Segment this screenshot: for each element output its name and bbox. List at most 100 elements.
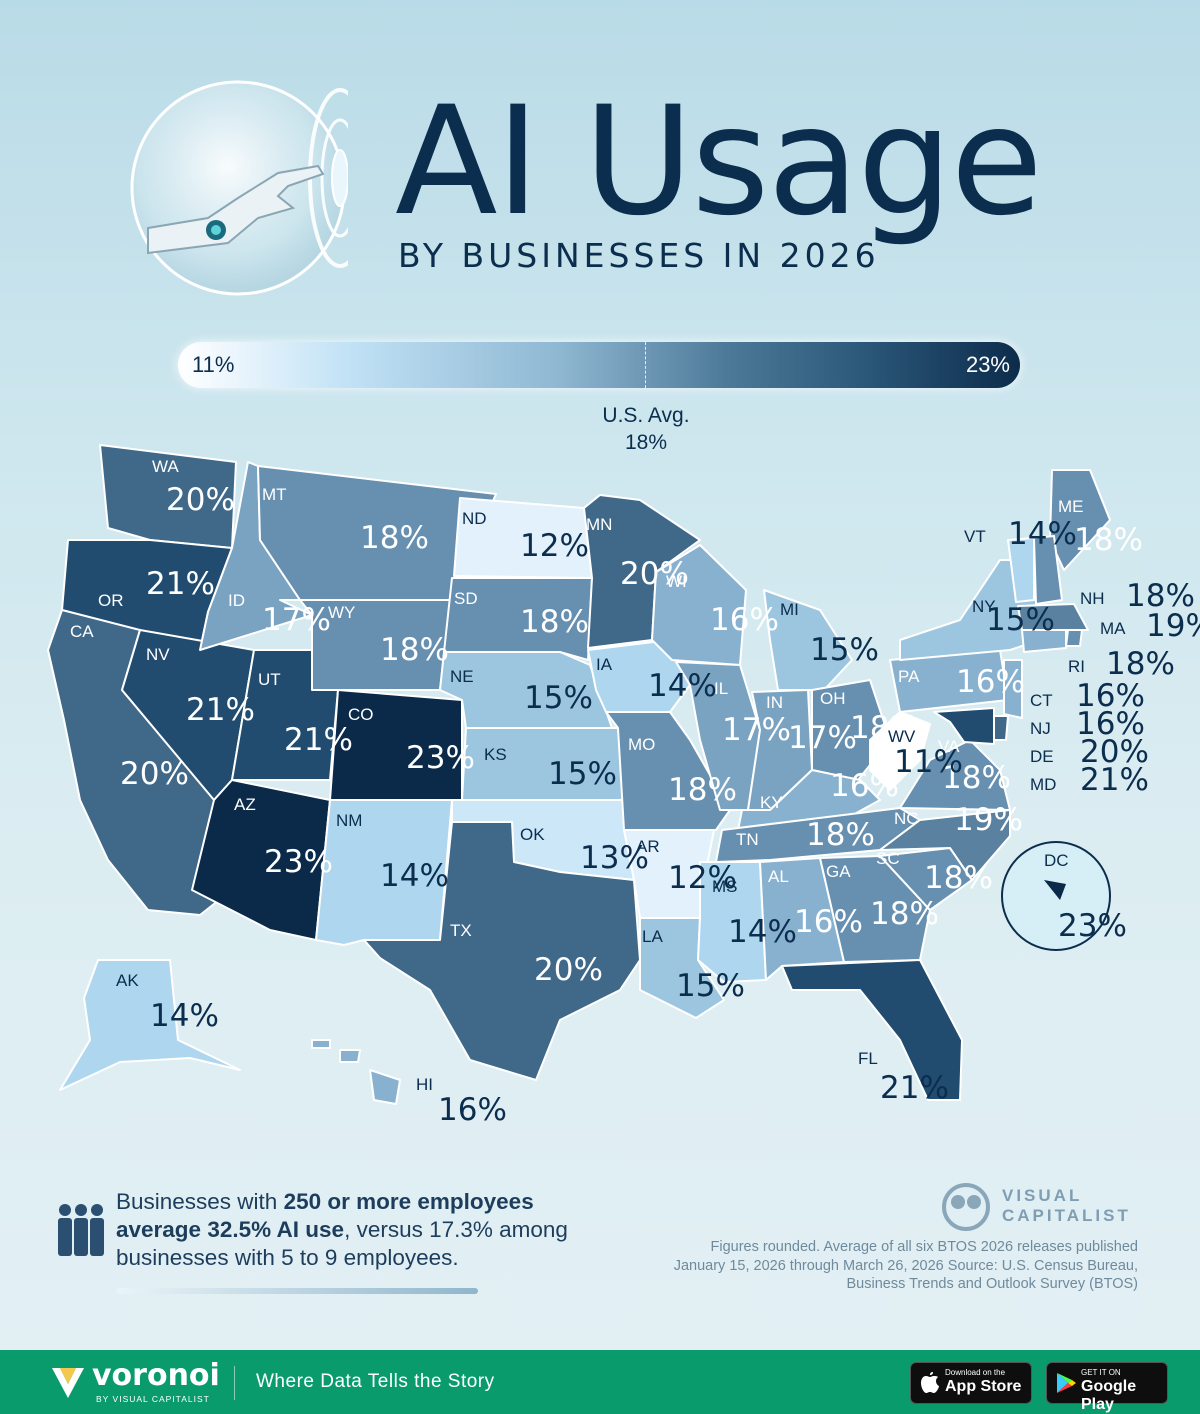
note-bold: 250 or more employees average 32.5% AI u…: [116, 1189, 534, 1242]
state-value-id: 17%: [262, 602, 331, 638]
state-value-ak: 14%: [150, 998, 219, 1034]
state-shape-ma[interactable]: [1017, 603, 1089, 631]
state-shape-ga[interactable]: [819, 855, 931, 963]
state-value-wv: 11%: [894, 744, 963, 780]
visual-capitalist-wordmark: VISUAL CAPITALIST: [1002, 1186, 1131, 1226]
state-code-ky: KY: [760, 793, 783, 812]
state-shape-tx[interactable]: [363, 821, 641, 1081]
state-value-va: 18%: [942, 760, 1011, 796]
state-value-wy: 18%: [380, 632, 449, 668]
people-icon: [58, 1204, 104, 1256]
state-shape-sd[interactable]: [443, 577, 593, 661]
state-shape-vt[interactable]: [1007, 537, 1035, 603]
state-code-hi: HI: [416, 1075, 433, 1094]
state-code-mi: MI: [780, 600, 799, 619]
state-code-sc: SC: [876, 849, 900, 868]
state-value-ok: 13%: [580, 840, 649, 876]
state-value-ga: 18%: [870, 896, 939, 932]
state-code-az: AZ: [234, 795, 256, 814]
state-code-ma: MA: [1100, 619, 1126, 638]
state-shape-md[interactable]: [933, 707, 995, 745]
legend-min-label: 11%: [192, 352, 235, 377]
state-code-ri: RI: [1068, 657, 1085, 676]
state-code-vt: VT: [964, 527, 986, 546]
state-value-la: 15%: [676, 968, 745, 1004]
state-code-nj: NJ: [1030, 719, 1051, 738]
state-value-tx: 20%: [534, 952, 603, 988]
state-value-me: 18%: [1074, 522, 1143, 558]
state-code-ut: UT: [258, 670, 281, 689]
state-shape-nj[interactable]: [1003, 659, 1023, 719]
state-code-mt: MT: [262, 485, 287, 504]
state-shape-hi[interactable]: [311, 1039, 401, 1105]
state-value-ri: 18%: [1106, 646, 1175, 682]
state-code-va: VA: [938, 737, 960, 756]
voronoi-logo-icon[interactable]: [48, 1362, 88, 1402]
note-text-end: , versus 17.3% among businesses with 5 t…: [116, 1217, 568, 1270]
brand-line1: VISUAL: [1002, 1186, 1083, 1205]
color-scale-legend: [178, 342, 1020, 388]
visual-capitalist-logo-icon: [942, 1183, 990, 1231]
state-shape-fl[interactable]: [781, 959, 963, 1101]
state-value-ky: 16%: [830, 768, 899, 804]
state-code-in: IN: [766, 693, 783, 712]
state-value-il: 17%: [722, 712, 791, 748]
state-shape-mo[interactable]: [605, 711, 731, 831]
state-value-md: 21%: [1080, 762, 1149, 798]
state-code-sd: SD: [454, 589, 478, 608]
apple-icon: [921, 1372, 939, 1393]
state-value-fl: 21%: [880, 1070, 949, 1106]
state-value-ks: 15%: [548, 756, 617, 792]
avg-label-text: U.S. Avg.: [602, 404, 690, 427]
avg-label-value: 18%: [624, 431, 668, 454]
state-value-wa: 20%: [166, 482, 235, 518]
legend-average-label: U.S. Avg. 18%: [590, 402, 702, 456]
state-code-or: OR: [98, 591, 124, 610]
state-value-vt: 14%: [1008, 516, 1077, 552]
state-shape-me[interactable]: [1049, 469, 1111, 571]
dc-callout-circle: [1001, 841, 1111, 951]
state-value-nm: 14%: [380, 858, 449, 894]
state-code-tn: TN: [736, 830, 759, 849]
state-shape-wy[interactable]: [299, 599, 451, 691]
state-shape-va[interactable]: [899, 739, 1011, 811]
state-value-sc: 18%: [924, 860, 993, 896]
state-shape-il[interactable]: [675, 661, 761, 811]
state-shape-ct[interactable]: [1021, 629, 1067, 653]
page-subtitle: BY BUSINESSES IN 2026: [398, 236, 880, 275]
state-code-ia: IA: [596, 655, 613, 674]
state-value-dc: 23%: [1058, 908, 1127, 944]
state-shape-de[interactable]: [993, 715, 1009, 741]
state-shape-dc[interactable]: [1044, 880, 1066, 900]
state-code-ok: OK: [520, 825, 545, 844]
google-play-button[interactable]: GET IT ON Google Play: [1046, 1362, 1168, 1413]
state-shape-nc[interactable]: [879, 809, 1011, 881]
voronoi-wordmark[interactable]: voronoi: [92, 1358, 220, 1393]
state-value-ne: 15%: [524, 680, 593, 716]
state-value-ct: 16%: [1076, 678, 1145, 714]
state-value-al: 16%: [794, 904, 863, 940]
state-value-mt: 18%: [360, 520, 429, 556]
app-store-button[interactable]: Download on the App Store: [910, 1362, 1032, 1404]
brand-line2: CAPITALIST: [1002, 1206, 1131, 1225]
state-shape-ak[interactable]: [59, 959, 241, 1091]
state-value-nd: 12%: [520, 528, 589, 564]
state-value-nh: 18%: [1126, 578, 1195, 614]
state-code-id: ID: [228, 591, 245, 610]
state-code-la: LA: [642, 927, 663, 946]
state-code-ar: AR: [636, 837, 660, 856]
state-shape-id[interactable]: [199, 461, 313, 651]
state-value-ia: 14%: [648, 668, 717, 704]
state-code-oh: OH: [820, 689, 846, 708]
state-shape-nh[interactable]: [1033, 535, 1063, 605]
google-play-icon: [1057, 1373, 1076, 1393]
state-value-ar: 12%: [668, 860, 737, 896]
state-shape-ri[interactable]: [1065, 629, 1083, 647]
state-value-oh: 18%: [850, 710, 919, 746]
appstore-small-text: Download on the: [945, 1368, 1006, 1377]
state-code-il: IL: [714, 679, 728, 698]
state-code-nd: ND: [462, 509, 487, 528]
state-value-ut: 21%: [284, 722, 353, 758]
state-code-nm: NM: [336, 811, 362, 830]
